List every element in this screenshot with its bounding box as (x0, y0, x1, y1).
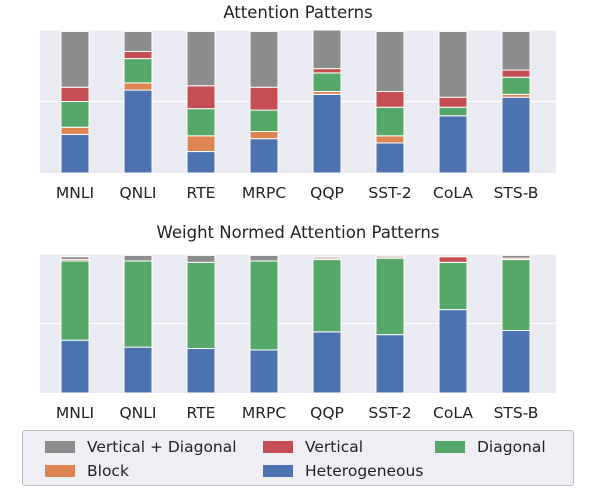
chart-2-bar-sst-2-diagonal (375, 257, 405, 336)
chart-1-bar-cola-vertical-diagonal (438, 30, 468, 98)
chart-1-bar-mnli-heterogeneous (60, 133, 90, 174)
chart-2-bar-qnli-diagonal (123, 260, 153, 348)
chart-1-bar-sts-b-heterogeneous (501, 96, 531, 174)
chart-2-bar-mrpc-vertical-diagonal (249, 254, 279, 262)
chart-1-bar-rte-diagonal (186, 108, 216, 137)
chart-1-bar-mrpc-diagonal (249, 109, 279, 133)
chart-2-xtick-label: CoLA (433, 404, 473, 422)
chart-2-bar-sst-2-vertical-diagonal (375, 254, 405, 258)
chart-2-xtick-label: MRPC (242, 404, 286, 422)
chart-1-bar-qnli-block (123, 82, 153, 91)
chart-2-bar-rte-vertical-diagonal (186, 254, 216, 263)
chart-1-xtick-label: QQP (310, 184, 344, 202)
chart-2-bar-rte-diagonal (186, 261, 216, 350)
chart-1-xtick-label: MNLI (56, 184, 94, 202)
chart-2-xtick-label: RTE (187, 404, 216, 422)
chart-2-xtick-label: MNLI (56, 404, 94, 422)
legend-label-vertical: Vertical (305, 438, 364, 456)
legend-item-heterogeneous: Heterogeneous (263, 461, 423, 481)
chart-2-bar-sst-2-heterogeneous (375, 334, 405, 394)
chart-1-bar-mnli-vertical-diagonal (60, 30, 90, 88)
chart-2-bar-mnli-diagonal (60, 260, 90, 341)
chart-1-bar-mrpc-vertical-diagonal (249, 30, 279, 88)
legend-label-heterogeneous: Heterogeneous (305, 462, 424, 480)
chart-2-bar-cola-diagonal (438, 261, 468, 311)
chart-2-bar-qnli-heterogeneous (123, 346, 153, 394)
chart-1-bar-mrpc-vertical (249, 86, 279, 111)
chart-1-xtick-label: QNLI (119, 184, 156, 202)
chart-1-bar-cola-diagonal (438, 106, 468, 117)
legend-item-vertical: Vertical (263, 437, 363, 457)
chart-1-title: Attention Patterns (223, 3, 372, 22)
chart-2-bar-mnli-vertical-diagonal (60, 256, 90, 261)
chart-2-xtick-label: QNLI (119, 404, 156, 422)
legend-swatch-block (45, 465, 75, 477)
chart-2-bar-cola-heterogeneous (438, 309, 468, 394)
chart-1-bar-qnli-diagonal (123, 58, 153, 84)
chart-1-bar-sst-2-diagonal (375, 106, 405, 137)
chart-1-bar-rte-vertical (186, 85, 216, 110)
legend-swatch-vertical-diagonal (45, 441, 75, 453)
chart-2-xtick-label: STS-B (494, 404, 539, 422)
legend-item-vertical-diagonal: Vertical + Diagonal (45, 437, 237, 457)
legend-swatch-vertical (263, 441, 293, 453)
chart-1-bar-mnli-diagonal (60, 101, 90, 128)
chart-2-bar-qqp-diagonal (312, 259, 342, 333)
chart-1-xtick-label: MRPC (242, 184, 286, 202)
chart-1-xtick-label: CoLA (433, 184, 473, 202)
chart-2-bar-mrpc-heterogeneous (249, 349, 279, 394)
legend-item-block: Block (45, 461, 129, 481)
chart-1-bar-mnli-vertical (60, 86, 90, 102)
chart-1-bar-mnli-block (60, 126, 90, 135)
chart-1-bar-sst-2-block (375, 135, 405, 144)
legend: Vertical + Diagonal Vertical Diagonal Bl… (22, 430, 574, 486)
legend-label-block: Block (87, 462, 129, 480)
chart-1-bar-qqp-heterogeneous (312, 93, 342, 174)
legend-item-diagonal: Diagonal (435, 437, 546, 457)
chart-2-title: Weight Normed Attention Patterns (157, 223, 440, 242)
chart-2-bar-qnli-vertical-diagonal (123, 254, 153, 262)
chart-1-bar-qqp-vertical-diagonal (312, 29, 342, 70)
chart-1-bar-cola-vertical (438, 96, 468, 108)
chart-1-bar-qqp-diagonal (312, 72, 342, 92)
chart-1-bar-rte-heterogeneous (186, 151, 216, 174)
chart-2-bar-cola-vertical (438, 256, 468, 263)
chart-2-bar-rte-heterogeneous (186, 348, 216, 394)
chart-2-bar-qqp-heterogeneous (312, 331, 342, 394)
chart-1-xtick-label: SST-2 (368, 184, 411, 202)
legend-swatch-heterogeneous (263, 465, 293, 477)
legend-label-diagonal: Diagonal (477, 438, 546, 456)
chart-1-bar-mrpc-block (249, 131, 279, 140)
chart-1-bar-qqp-vertical (312, 68, 342, 74)
chart-1-xtick-label: STS-B (494, 184, 539, 202)
chart-2-bar-mnli-heterogeneous (60, 339, 90, 394)
chart-2-bar-sts-b-diagonal (501, 259, 531, 331)
chart-1-xtick-label: RTE (187, 184, 216, 202)
chart-1-bar-qnli-vertical (123, 50, 153, 60)
legend-swatch-diagonal (435, 441, 465, 453)
chart-2-bar-sts-b-vertical-diagonal (501, 254, 531, 259)
chart-1-bar-sts-b-vertical (501, 69, 531, 78)
chart-2-bar-sts-b-heterogeneous (501, 329, 531, 394)
chart-1-bar-rte-vertical-diagonal (186, 30, 216, 87)
chart-1-bar-sst-2-vertical-diagonal (375, 30, 405, 92)
chart-1-bar-sst-2-vertical (375, 90, 405, 108)
chart-1-bar-qnli-heterogeneous (123, 89, 153, 174)
legend-label-vertical-diagonal: Vertical + Diagonal (87, 438, 237, 456)
chart-1-bar-sts-b-diagonal (501, 76, 531, 95)
chart-1-bar-sst-2-heterogeneous (375, 142, 405, 174)
chart-2-xtick-label: QQP (310, 404, 344, 422)
chart-2-xtick-label: SST-2 (368, 404, 411, 422)
chart-1-bar-rte-block (186, 135, 216, 153)
chart-1-bar-sts-b-vertical-diagonal (501, 30, 531, 71)
chart-2-bar-qqp-vertical-diagonal (312, 256, 342, 259)
chart-1-bar-mrpc-heterogeneous (249, 138, 279, 174)
chart-2-bar-mrpc-diagonal (249, 260, 279, 351)
chart-1-bar-cola-heterogeneous (438, 115, 468, 174)
chart-1-bar-qnli-vertical-diagonal (123, 30, 153, 52)
